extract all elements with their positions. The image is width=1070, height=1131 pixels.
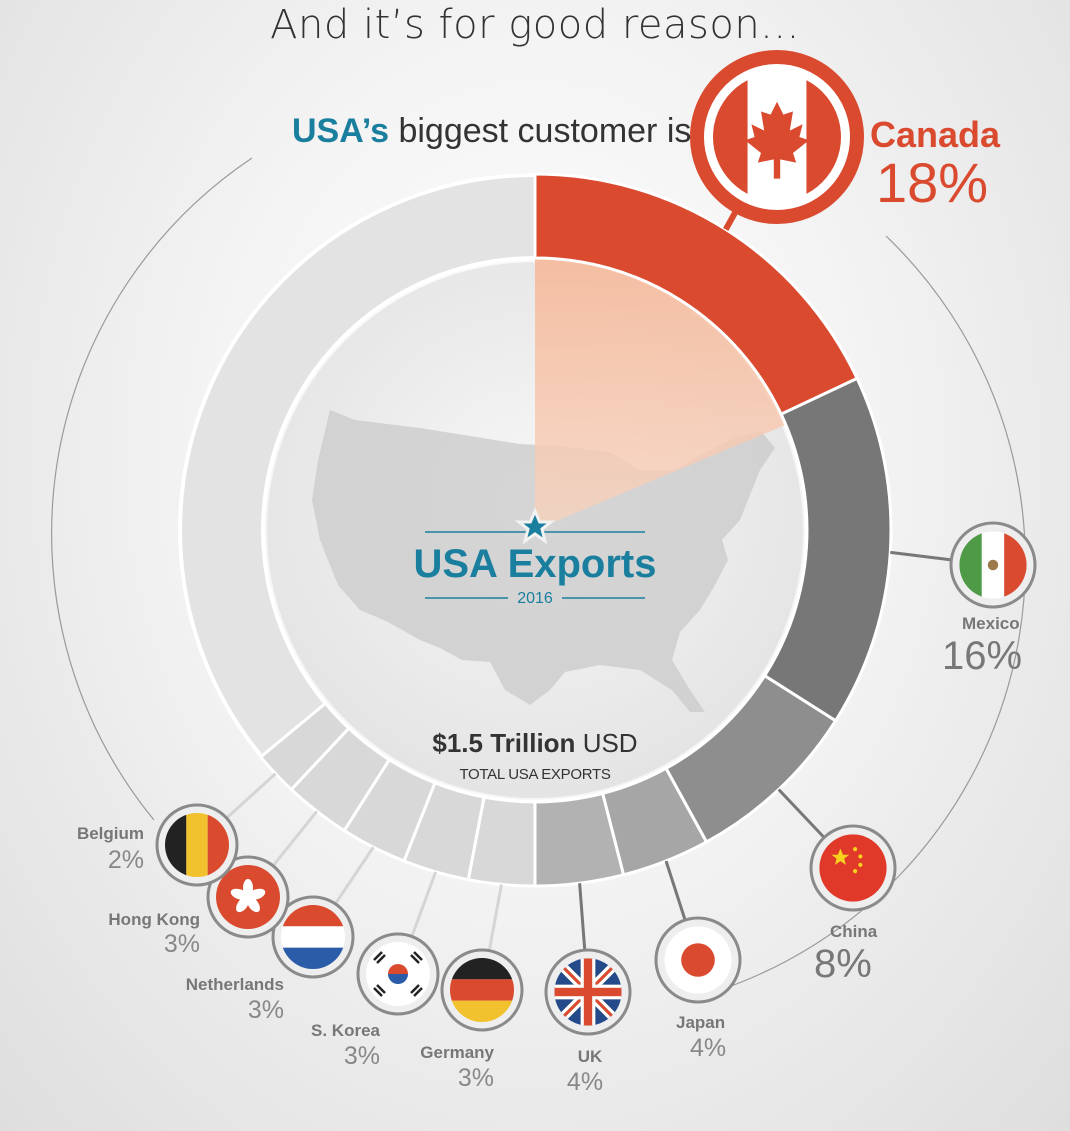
flags (155, 50, 1037, 1036)
pct-canada: 18% (876, 151, 989, 214)
label-canada: Canada (870, 114, 1001, 155)
pct-netherlands: 3% (247, 996, 284, 1024)
label-mexico: Mexico (962, 614, 1020, 633)
china-flag-icon (809, 824, 897, 912)
pct-mexico: 16% (942, 634, 1023, 678)
pct-germany: 3% (457, 1064, 494, 1092)
hong-kong-flag-icon (206, 855, 290, 939)
subline-text: biggest customer is (398, 112, 692, 150)
usa-map-silhouette (312, 410, 775, 712)
germany-flag-icon (440, 948, 524, 1032)
outer-arc (51, 157, 253, 821)
pct-hong-kong: 3% (163, 930, 200, 958)
pct-japan: 4% (690, 1034, 727, 1062)
center-title: USA Exports (413, 542, 657, 586)
pct-s-korea: 3% (343, 1042, 380, 1070)
canada-share-wedge (535, 244, 802, 530)
total-value: $1.5 Trillion (432, 728, 576, 758)
south-korea-flag-icon (356, 932, 440, 1016)
label-belgium: Belgium (76, 824, 144, 843)
outer-arc-right (719, 235, 1026, 991)
total-unit: USD (582, 728, 638, 758)
headline: And it’s for good reason... (270, 2, 800, 48)
subline: USA’s biggest customer is (292, 112, 691, 151)
label-hong-kong: Hong Kong (108, 910, 200, 929)
label-germany: Germany (420, 1043, 494, 1062)
pct-china: 8% (814, 942, 872, 986)
label-japan: Japan (676, 1013, 726, 1032)
total-exports: $1.5 Trillion USD (330, 728, 740, 759)
label-s-korea: S. Korea (311, 1021, 380, 1040)
label-china: China (830, 922, 878, 941)
label-netherlands: Netherlands (185, 975, 284, 994)
center-year: 2016 (517, 590, 553, 607)
brand-label: USA’s (292, 112, 390, 150)
uk-flag-icon (544, 948, 632, 1036)
pct-uk: 4% (566, 1068, 604, 1096)
label-uk: UK (577, 1047, 603, 1066)
pct-belgium: 2% (107, 846, 144, 874)
netherlands-flag-icon (271, 895, 355, 979)
canada-flag-icon (690, 50, 864, 224)
belgium-flag-icon (155, 803, 239, 887)
pie-slices (258, 172, 893, 888)
star-icon (514, 507, 556, 545)
japan-flag-icon (654, 916, 742, 1004)
total-label: TOTAL USA EXPORTS (459, 766, 611, 783)
slice-belgium (258, 701, 351, 792)
mexico-flag-icon (949, 521, 1037, 609)
